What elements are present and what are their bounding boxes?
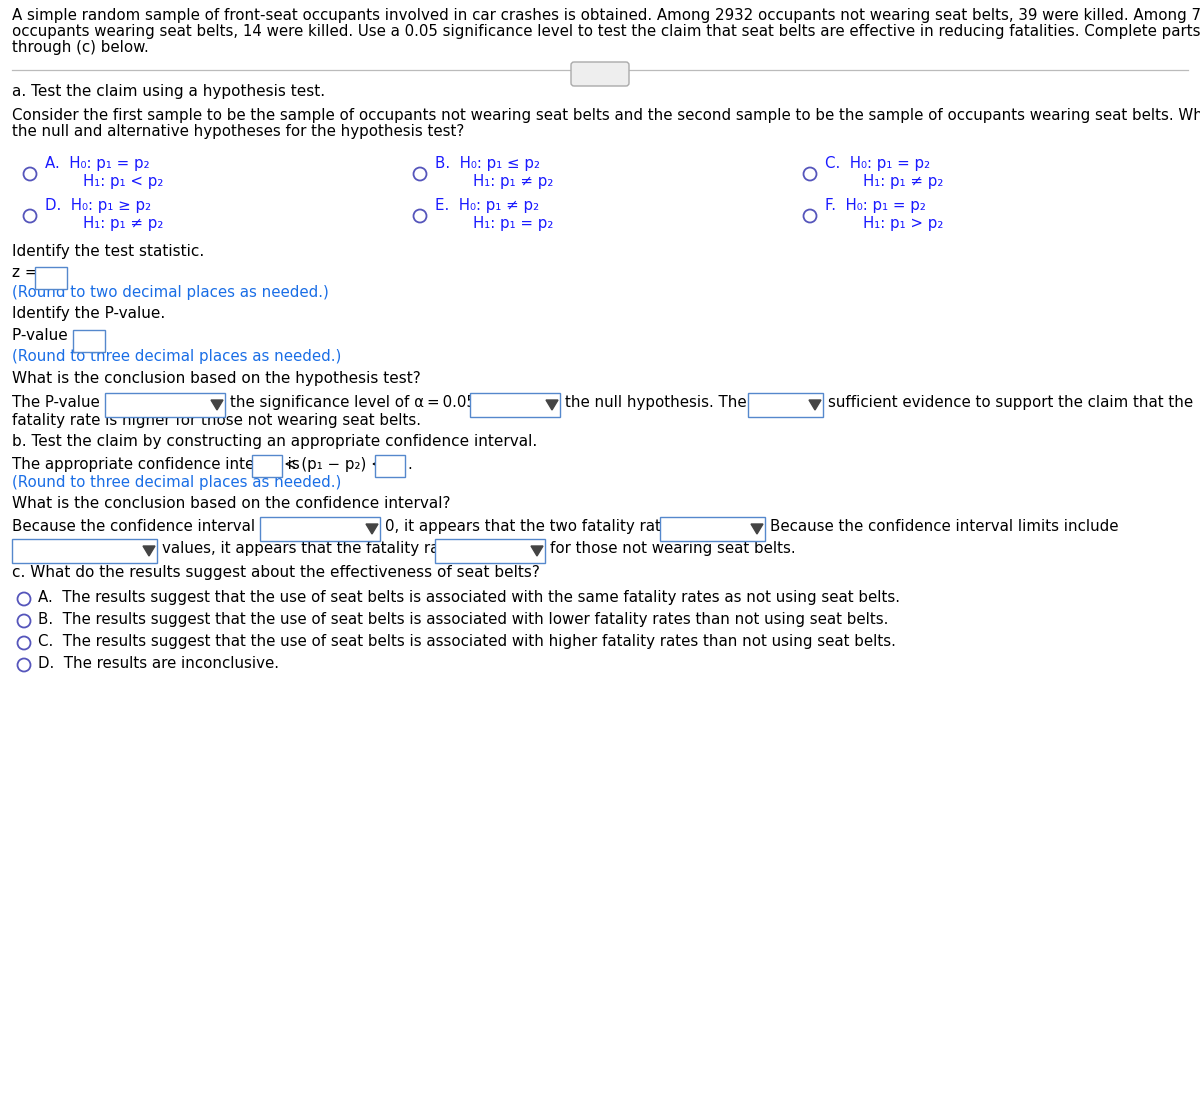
Polygon shape xyxy=(211,400,223,410)
Text: A.  The results suggest that the use of seat belts is associated with the same f: A. The results suggest that the use of s… xyxy=(38,590,900,606)
Polygon shape xyxy=(530,546,542,556)
FancyBboxPatch shape xyxy=(252,455,282,477)
Text: (Round to two decimal places as needed.): (Round to two decimal places as needed.) xyxy=(12,285,329,299)
Text: What is the conclusion based on the confidence interval?: What is the conclusion based on the conf… xyxy=(12,495,450,511)
Text: sufficient evidence to support the claim that the: sufficient evidence to support the claim… xyxy=(828,395,1193,410)
Text: Because the confidence interval limits include: Because the confidence interval limits i… xyxy=(770,519,1118,534)
Text: H₁: p₁ ≠ p₂: H₁: p₁ ≠ p₂ xyxy=(863,174,943,189)
Text: E.  H₀: p₁ ≠ p₂: E. H₀: p₁ ≠ p₂ xyxy=(436,198,539,212)
Text: 0, it appears that the two fatality rates are: 0, it appears that the two fatality rate… xyxy=(385,519,707,534)
FancyBboxPatch shape xyxy=(260,517,380,541)
FancyBboxPatch shape xyxy=(374,455,406,477)
Text: D.  The results are inconclusive.: D. The results are inconclusive. xyxy=(38,656,278,671)
Text: Identify the P-value.: Identify the P-value. xyxy=(12,306,166,321)
Text: H₁: p₁ = p₂: H₁: p₁ = p₂ xyxy=(473,216,553,231)
Text: H₁: p₁ < p₂: H₁: p₁ < p₂ xyxy=(83,174,163,189)
Text: C.  H₀: p₁ = p₂: C. H₀: p₁ = p₂ xyxy=(826,156,930,171)
Text: B.  The results suggest that the use of seat belts is associated with lower fata: B. The results suggest that the use of s… xyxy=(38,612,888,626)
Polygon shape xyxy=(143,546,155,556)
Text: What is the conclusion based on the hypothesis test?: What is the conclusion based on the hypo… xyxy=(12,371,421,386)
Text: Consider the first sample to be the sample of occupants not wearing seat belts a: Consider the first sample to be the samp… xyxy=(12,108,1200,123)
Text: H₁: p₁ ≠ p₂: H₁: p₁ ≠ p₂ xyxy=(473,174,553,189)
Text: The P-value is: The P-value is xyxy=(12,395,116,410)
Text: values, it appears that the fatality rate is: values, it appears that the fatality rat… xyxy=(162,541,472,556)
Text: C.  The results suggest that the use of seat belts is associated with higher fat: C. The results suggest that the use of s… xyxy=(38,634,896,648)
Polygon shape xyxy=(366,524,378,534)
Text: A simple random sample of front-seat occupants involved in car crashes is obtain: A simple random sample of front-seat occ… xyxy=(12,8,1200,23)
Text: < (p₁ − p₂) <: < (p₁ − p₂) < xyxy=(284,457,384,472)
Text: (Round to three decimal places as needed.): (Round to three decimal places as needed… xyxy=(12,475,341,490)
Text: through (c) below.: through (c) below. xyxy=(12,40,149,55)
Polygon shape xyxy=(809,400,821,410)
Text: a. Test the claim using a hypothesis test.: a. Test the claim using a hypothesis tes… xyxy=(12,84,325,99)
Text: z =: z = xyxy=(12,265,42,280)
Text: the null hypothesis. There: the null hypothesis. There xyxy=(565,395,762,410)
Text: b. Test the claim by constructing an appropriate confidence interval.: b. Test the claim by constructing an app… xyxy=(12,434,538,449)
Text: F.  H₀: p₁ = p₂: F. H₀: p₁ = p₂ xyxy=(826,198,926,212)
Text: fatality rate is higher for those not wearing seat belts.: fatality rate is higher for those not we… xyxy=(12,413,421,428)
Text: the null and alternative hypotheses for the hypothesis test?: the null and alternative hypotheses for … xyxy=(12,124,464,139)
Text: B.  H₀: p₁ ≤ p₂: B. H₀: p₁ ≤ p₂ xyxy=(436,156,540,171)
FancyBboxPatch shape xyxy=(660,517,766,541)
Text: Identify the test statistic.: Identify the test statistic. xyxy=(12,244,204,259)
Text: .: . xyxy=(407,457,412,472)
Text: for those not wearing seat belts.: for those not wearing seat belts. xyxy=(550,541,796,556)
Text: The appropriate confidence interval is: The appropriate confidence interval is xyxy=(12,457,300,472)
Text: P-value =: P-value = xyxy=(12,328,90,344)
FancyBboxPatch shape xyxy=(748,393,823,417)
Text: ...: ... xyxy=(594,67,606,80)
FancyBboxPatch shape xyxy=(571,62,629,86)
Polygon shape xyxy=(751,524,763,534)
FancyBboxPatch shape xyxy=(73,330,106,352)
Text: (Round to three decimal places as needed.): (Round to three decimal places as needed… xyxy=(12,349,341,364)
Polygon shape xyxy=(546,400,558,410)
Text: occupants wearing seat belts, 14 were killed. Use a 0.05 significance level to t: occupants wearing seat belts, 14 were ki… xyxy=(12,24,1200,39)
Text: D.  H₀: p₁ ≥ p₂: D. H₀: p₁ ≥ p₂ xyxy=(46,198,151,212)
Text: H₁: p₁ > p₂: H₁: p₁ > p₂ xyxy=(863,216,943,231)
Text: the significance level of α = 0.05, so: the significance level of α = 0.05, so xyxy=(230,395,503,410)
Text: c. What do the results suggest about the effectiveness of seat belts?: c. What do the results suggest about the… xyxy=(12,565,540,580)
FancyBboxPatch shape xyxy=(436,539,545,563)
Text: Because the confidence interval limits: Because the confidence interval limits xyxy=(12,519,301,534)
FancyBboxPatch shape xyxy=(106,393,226,417)
Text: A.  H₀: p₁ = p₂: A. H₀: p₁ = p₂ xyxy=(46,156,150,171)
FancyBboxPatch shape xyxy=(12,539,157,563)
FancyBboxPatch shape xyxy=(470,393,560,417)
Text: H₁: p₁ ≠ p₂: H₁: p₁ ≠ p₂ xyxy=(83,216,163,231)
FancyBboxPatch shape xyxy=(35,268,67,288)
